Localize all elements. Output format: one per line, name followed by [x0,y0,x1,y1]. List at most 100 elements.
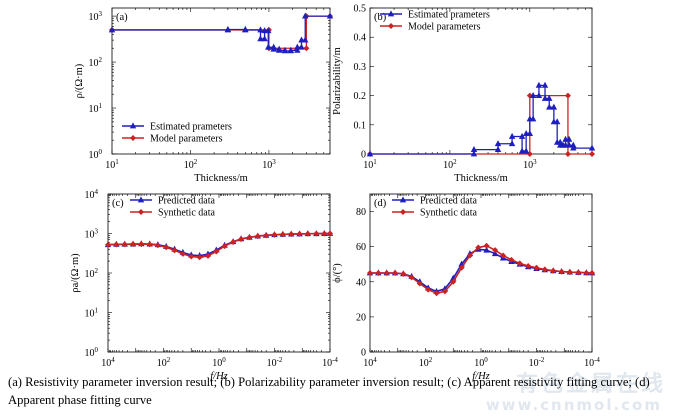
data-point [288,231,295,238]
y-tick-label: 0 [361,348,366,359]
chart-panel-a: 101 102 103100101102103Thickness/mρ/(Ω·m)(… [74,7,334,184]
data-point [541,266,548,273]
data-point [294,46,301,53]
x-tick-label: 101 [363,158,377,171]
watermark-url: www.cnnmol.com [485,396,662,414]
data-point [257,26,264,33]
legend-label: Synthetic data [158,208,215,219]
data-point [366,150,374,157]
data-point [179,250,186,257]
data-point [261,35,268,42]
plot-frame [369,7,593,155]
data-point [265,27,272,34]
data-point [541,94,549,101]
data-point [138,241,145,248]
panel-label: (a) [116,12,128,23]
y-tick-label: 103 [89,10,103,23]
y-tick-label: 0.1 [354,120,367,131]
series-synthetic-data [105,230,333,261]
y-tick-label: 60 [356,242,366,253]
data-point [546,103,553,110]
data-point [522,147,530,154]
y-tick-label: 100 [89,148,103,161]
data-point [375,270,382,276]
data-point [558,268,565,275]
data-point [294,43,301,50]
data-point [304,230,311,237]
data-point [526,129,534,136]
y-tick-label: 0 [361,150,366,161]
data-point [483,246,490,253]
data-point [550,267,557,274]
data-point [279,231,286,238]
data-point [221,243,228,250]
data-point [589,270,595,276]
y-tick-label: 0.3 [354,62,367,73]
y-tick-label: 0.2 [354,91,367,102]
x-tick-label: 102 [419,356,433,369]
data-point [483,242,490,249]
data-point [196,254,203,261]
data-point [433,290,440,297]
y-tick-label: 40 [356,277,366,288]
x-tick-label: 10-2 [529,356,545,369]
x-tick-label: 10-2 [267,356,283,369]
data-point [529,92,537,98]
data-point [163,244,170,251]
y-axis-label: ρ/(Ω·m) [74,63,85,98]
data-point [275,46,283,53]
y-tick-label: 0.5 [354,4,367,15]
legend-label: Predicted data [420,196,477,207]
x-axis-label: f/Hz [472,371,490,382]
data-point [171,247,178,254]
data-point [525,262,532,269]
data-point [265,43,272,50]
x-axis-label: Thickness/m [454,173,508,184]
data-point [327,230,333,237]
data-point [130,241,137,248]
plot-frame [111,7,331,155]
data-point [518,147,526,154]
data-point [121,241,128,248]
data-point [400,270,407,277]
chart-panel-d: 104 102 100 10-2 10-4 0 20 40 60 80 f/Hz ϕ/(°) (d) Pr… [332,193,600,382]
data-point [392,270,399,276]
data-point [137,196,145,203]
data-point [441,288,448,295]
data-point [566,269,573,276]
watermark: 有色金属在线 [515,372,666,397]
data-point [296,230,303,237]
data-point [154,242,161,249]
data-point [399,196,407,203]
data-point [108,26,116,33]
data-point [146,241,153,248]
data-point [564,92,571,99]
data-point [254,233,261,240]
data-point [326,12,334,19]
legend-label: Synthetic data [420,208,477,219]
data-point [535,92,543,98]
panel-label: (c) [112,198,124,209]
panel-label: (d) [374,198,387,209]
data-point [271,231,278,238]
data-point [475,244,482,251]
y-axis-label: ϕ/(°) [332,263,343,283]
legend-label: Predicted data [158,196,215,207]
data-point [589,151,595,157]
data-point [204,252,211,259]
x-tick-label: 100 [212,356,226,369]
data-point [188,253,195,260]
series-line [107,232,331,259]
x-tick-label: 102 [157,356,171,369]
data-point [246,234,253,241]
data-point [129,122,137,129]
y-axis-label: ρa/(Ω·m) [70,253,81,293]
data-point [508,132,516,139]
series-line [112,15,330,49]
data-point [570,144,577,151]
x-tick-label: 102 [184,158,198,171]
data-point [466,252,473,259]
